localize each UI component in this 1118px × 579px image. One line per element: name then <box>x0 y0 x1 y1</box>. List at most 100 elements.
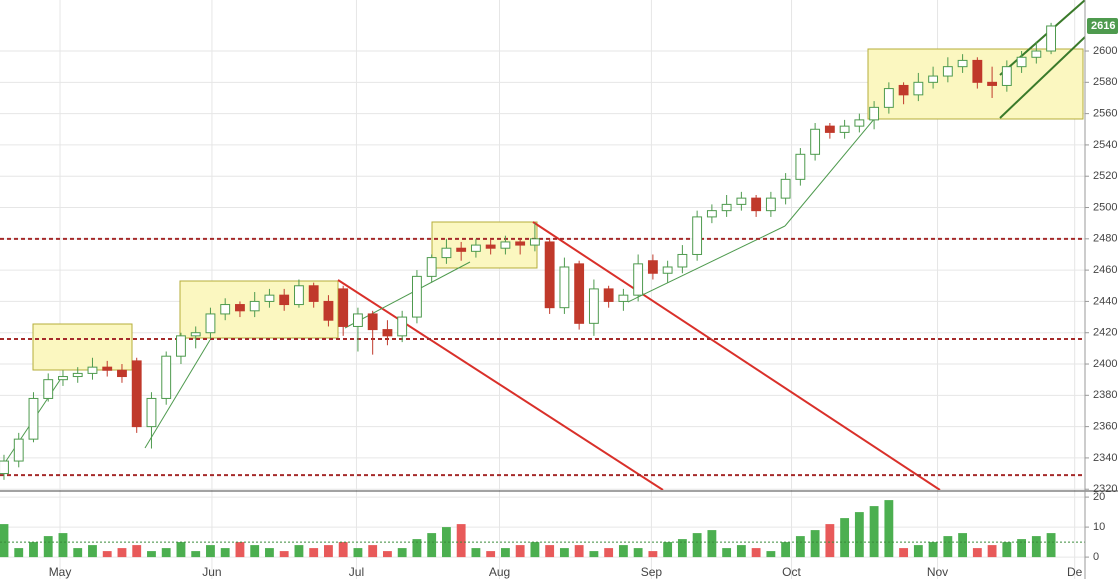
candle-body <box>500 241 511 249</box>
volume-bar <box>102 551 112 558</box>
candle-body <box>28 397 39 440</box>
candle-body <box>544 241 555 309</box>
candle-body <box>751 197 762 212</box>
candle-body <box>824 125 835 133</box>
volume-bar <box>309 548 319 558</box>
volume-bar <box>736 545 746 558</box>
candle-body <box>131 360 142 428</box>
candle-body <box>456 247 467 252</box>
annotations <box>0 0 1085 490</box>
candle-body <box>898 84 909 96</box>
volume-bar <box>324 545 333 558</box>
volume-bar <box>265 548 274 558</box>
volume-bar <box>795 536 805 558</box>
y-tick-label: 2420 <box>1093 327 1117 339</box>
volume-bar <box>840 518 850 558</box>
volume-bar <box>530 542 540 558</box>
volume-bar <box>176 542 186 558</box>
candle-body <box>161 355 172 399</box>
volume-bar <box>943 536 953 558</box>
candle-body <box>928 75 939 83</box>
y-tick-label: 2400 <box>1093 358 1117 370</box>
candle-body <box>72 372 83 378</box>
candle-body <box>338 288 349 327</box>
y-tick-label: 2460 <box>1093 264 1117 276</box>
volume-bar <box>663 542 673 558</box>
volume-bar <box>618 545 628 558</box>
volume-bar <box>191 551 201 558</box>
volume-bar <box>29 542 38 558</box>
volume-bar <box>589 551 599 558</box>
last-price-box <box>1087 17 1118 34</box>
candle-body <box>1001 66 1012 86</box>
candles <box>0 22 1085 480</box>
volume-bar <box>383 551 392 558</box>
candle-body <box>603 288 614 302</box>
volume-bar <box>500 548 510 558</box>
trend-line <box>344 261 471 329</box>
candle-body <box>574 263 585 324</box>
candle-body <box>588 288 599 324</box>
candle-body <box>529 238 540 246</box>
candle-body <box>353 313 363 327</box>
volume-bar <box>899 548 909 558</box>
volume-bar <box>633 548 643 558</box>
candle-body <box>367 313 378 331</box>
volume-bar <box>353 548 363 558</box>
volume-bar <box>574 545 584 558</box>
candle-body <box>176 335 186 357</box>
candle-body <box>205 313 216 334</box>
candle-body <box>43 379 54 399</box>
y-tick-label: 2440 <box>1093 295 1117 307</box>
candle-body <box>721 203 732 212</box>
volume-bar <box>692 533 702 558</box>
x-tick-label: De <box>1067 565 1083 579</box>
volume-bar <box>338 542 348 558</box>
candle-body <box>559 266 570 309</box>
volume-bar <box>854 512 864 558</box>
candle-body <box>190 332 201 337</box>
volume-bar <box>279 551 289 558</box>
volume-bar <box>58 533 68 558</box>
y-tick-label: 2360 <box>1093 421 1117 433</box>
volume-bar <box>294 545 304 558</box>
candle-body <box>1031 50 1042 58</box>
candle-body <box>765 197 776 212</box>
volume-tick-label: 20 <box>1093 491 1105 503</box>
trend-line <box>337 279 664 490</box>
candle-body <box>470 244 481 252</box>
candle-body <box>146 397 157 428</box>
volume-bar <box>928 542 938 558</box>
candle-body <box>618 294 629 302</box>
x-tick-label: Oct <box>782 565 801 579</box>
x-tick-label: Nov <box>927 565 948 579</box>
volume-bar <box>781 542 791 558</box>
candle-body <box>692 216 703 255</box>
candle-body <box>323 300 334 321</box>
volume-bar <box>368 545 378 558</box>
channel-line <box>999 0 1085 76</box>
candle-body <box>411 275 422 318</box>
y-tick-label: 2520 <box>1093 170 1117 182</box>
x-tick-label: Jul <box>349 565 364 579</box>
volume-tick-label: 10 <box>1093 521 1105 533</box>
candle-body <box>0 460 9 475</box>
y-tick-label: 2480 <box>1093 233 1117 245</box>
volume-bar <box>43 536 53 558</box>
volume-bar <box>825 524 835 558</box>
volume-bar <box>677 539 687 558</box>
volume-bar <box>1017 539 1027 558</box>
candle-body <box>426 257 437 277</box>
candle-body <box>854 119 865 127</box>
range-box <box>867 48 1084 120</box>
candle-body <box>839 125 850 133</box>
candle-body <box>485 244 496 249</box>
volume-bar <box>751 548 761 558</box>
candle-body <box>647 260 658 274</box>
volume-bar <box>648 551 658 558</box>
channel-line <box>999 36 1085 119</box>
candle-body <box>13 438 24 462</box>
candle-body <box>972 59 983 83</box>
trend-line <box>144 339 211 449</box>
